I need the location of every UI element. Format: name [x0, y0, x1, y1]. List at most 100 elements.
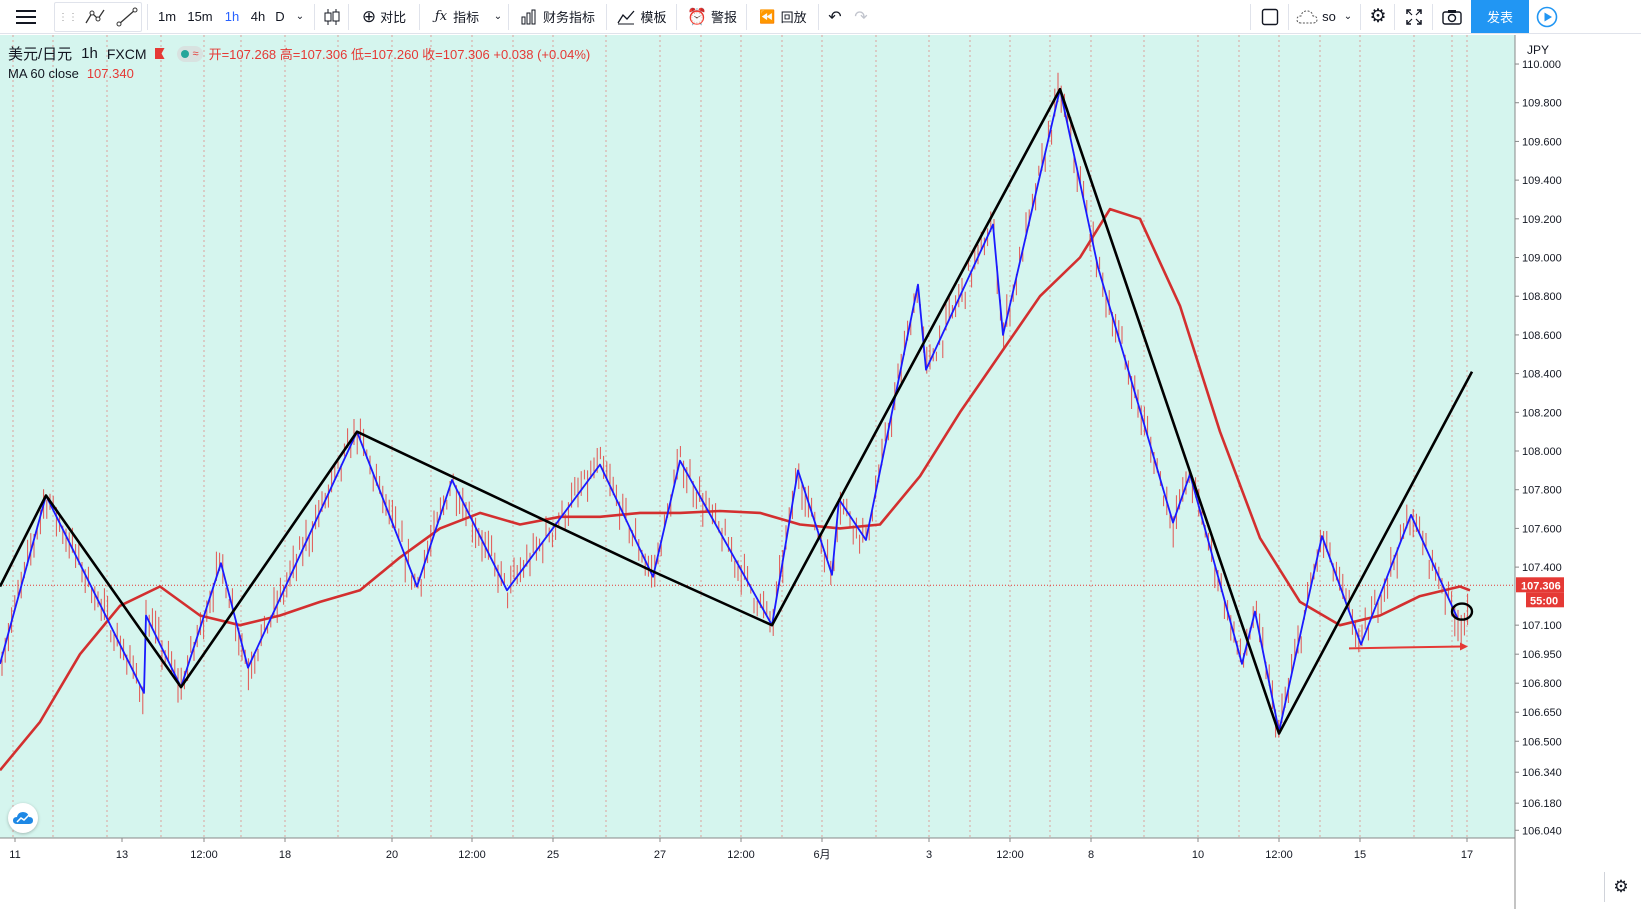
y-tick-label: 108.200: [1522, 407, 1562, 419]
y-tick-label: 108.600: [1522, 330, 1562, 342]
replay-button[interactable]: ⏪ 回放: [759, 8, 807, 26]
annotation-circle: [1450, 602, 1474, 621]
x-tick-label: 17: [1461, 849, 1473, 861]
fullscreen-select-button[interactable]: [1256, 0, 1284, 33]
function-icon: ƒx: [434, 9, 448, 24]
y-tick-label: 106.950: [1522, 649, 1562, 661]
templates-icon: [617, 10, 635, 24]
settings-gear-icon[interactable]: ⚙: [1369, 6, 1387, 27]
x-tick-label: 12:00: [190, 849, 218, 861]
axis-settings-gear-icon[interactable]: ⚙: [1604, 872, 1637, 902]
rewind-icon: ⏪: [759, 8, 776, 24]
annotation-arrow-head: [1460, 642, 1468, 651]
zigzag-minor-line: [0, 88, 1459, 733]
x-tick-label: 20: [386, 849, 398, 861]
candles-icon: [324, 8, 340, 25]
alarm-clock-icon: ⏰: [687, 8, 707, 26]
time-axis-background: [0, 838, 1515, 909]
alert-button[interactable]: ⏰ 警报: [687, 8, 737, 26]
interval-1h[interactable]: 1h: [224, 9, 240, 24]
interval-d[interactable]: D: [275, 9, 285, 24]
ma-label[interactable]: MA 60 close: [8, 66, 79, 81]
redo-icon[interactable]: ↷: [854, 8, 868, 26]
price-chart[interactable]: JPY 110.000 109.800 109.600 109.400 109.200 10…: [0, 35, 1641, 909]
menu-button[interactable]: [0, 0, 52, 33]
y-tick-label: 109.200: [1522, 214, 1562, 226]
y-tick-label: 107.400: [1522, 562, 1562, 574]
camera-icon[interactable]: [1436, 0, 1468, 33]
y-tick-label: 108.400: [1522, 369, 1562, 381]
current-price-label: 107.306: [1521, 580, 1561, 592]
plot-background: [0, 35, 1515, 838]
layout-save-button[interactable]: so: [1292, 0, 1340, 33]
add-circle-icon: ⊕: [361, 6, 377, 26]
flag-icon: [154, 48, 165, 59]
countdown-label: 55:00: [1530, 595, 1558, 607]
x-tick-label: 12:00: [996, 849, 1024, 861]
y-tick-label: 106.800: [1522, 678, 1562, 690]
undo-icon[interactable]: ↶: [828, 8, 842, 26]
top-toolbar: ⋮⋮ 1m 15m 1h 4h D ⌄ ⊕ 对比 ƒx 指标 ⌄ 财务指标 模板 ⏰…: [0, 0, 1641, 34]
pattern-tool-icon[interactable]: [84, 7, 106, 27]
fullscreen-icon[interactable]: [1400, 0, 1428, 33]
zigzag-major-line: [0, 87, 1474, 735]
y-tick-label: 109.800: [1522, 98, 1562, 110]
x-tick-label: 25: [547, 849, 559, 861]
indicators-button[interactable]: ƒx 指标: [434, 9, 480, 25]
publish-button[interactable]: 发表: [1471, 0, 1529, 33]
cloud-logo-icon: [13, 812, 33, 824]
interval-15m[interactable]: 15m: [187, 9, 213, 24]
chart-type-button[interactable]: [318, 0, 346, 33]
templates-button[interactable]: 模板: [612, 0, 672, 33]
interval-dropdown-icon[interactable]: ⌄: [295, 11, 305, 22]
y-tick-label: 109.000: [1522, 253, 1562, 265]
y-tick-label: 107.800: [1522, 485, 1562, 497]
x-tick-label: 18: [279, 849, 291, 861]
x-tick-label: 12:00: [458, 849, 486, 861]
market-status-pill: ≈: [176, 45, 203, 62]
x-tick-label: 12:00: [1265, 849, 1293, 861]
square-icon: [1261, 8, 1279, 25]
cloud-icon: [1296, 9, 1318, 23]
y-tick-label: 106.040: [1522, 825, 1562, 837]
y-tick-label: 107.600: [1522, 523, 1562, 535]
legend-interval: 1h: [81, 45, 98, 62]
drag-handle-icon[interactable]: ⋮⋮: [58, 11, 78, 23]
drawing-tools-group: ⋮⋮: [54, 2, 142, 32]
tradingview-logo-button[interactable]: [8, 803, 38, 833]
y-tick-label: 107.100: [1522, 620, 1562, 632]
trend-line-icon[interactable]: [116, 7, 138, 27]
symbol-name[interactable]: 美元/日元: [8, 46, 73, 63]
x-tick-label: 8: [1088, 849, 1094, 861]
x-tick-label: 6月: [813, 849, 830, 861]
interval-4h[interactable]: 4h: [250, 9, 266, 24]
x-tick-label: 12:00: [727, 849, 755, 861]
ma-legend: MA 60 close 107.340: [8, 66, 134, 81]
layout-dropdown-icon[interactable]: ⌄: [1343, 11, 1353, 22]
compare-button[interactable]: ⊕ 对比: [361, 6, 407, 26]
wave-icon: ≈: [192, 47, 199, 60]
y-tick-label: 106.650: [1522, 707, 1562, 719]
y-tick-label: 106.180: [1522, 798, 1562, 810]
y-tick-label: 106.340: [1522, 767, 1562, 779]
x-tick-label: 3: [926, 849, 932, 861]
market-open-dot: [180, 49, 189, 58]
hamburger-icon: [16, 9, 36, 24]
indicators-dropdown-icon[interactable]: ⌄: [493, 11, 503, 22]
chart-area[interactable]: JPY 110.000 109.800 109.600 109.400 109.200 10…: [0, 35, 1641, 909]
financials-button[interactable]: 财务指标: [514, 0, 602, 33]
price-axis-background: [1515, 35, 1641, 909]
y-tick-label: 109.400: [1522, 175, 1562, 187]
x-tick-label: 27: [654, 849, 666, 861]
annotation-arrow-line: [1348, 645, 1463, 650]
x-tick-label: 13: [116, 849, 128, 861]
play-circle-icon[interactable]: [1530, 0, 1564, 33]
y-tick-label: 106.500: [1522, 736, 1562, 748]
x-tick-label: 15: [1354, 849, 1366, 861]
y-tick-label: 108.000: [1522, 446, 1562, 458]
bar-chart-icon: [521, 9, 536, 24]
x-tick-label: 11: [9, 849, 20, 861]
legend-exchange: FXCM: [106, 45, 147, 62]
interval-1m[interactable]: 1m: [157, 9, 177, 24]
y-tick-label: 110.000: [1522, 59, 1561, 71]
